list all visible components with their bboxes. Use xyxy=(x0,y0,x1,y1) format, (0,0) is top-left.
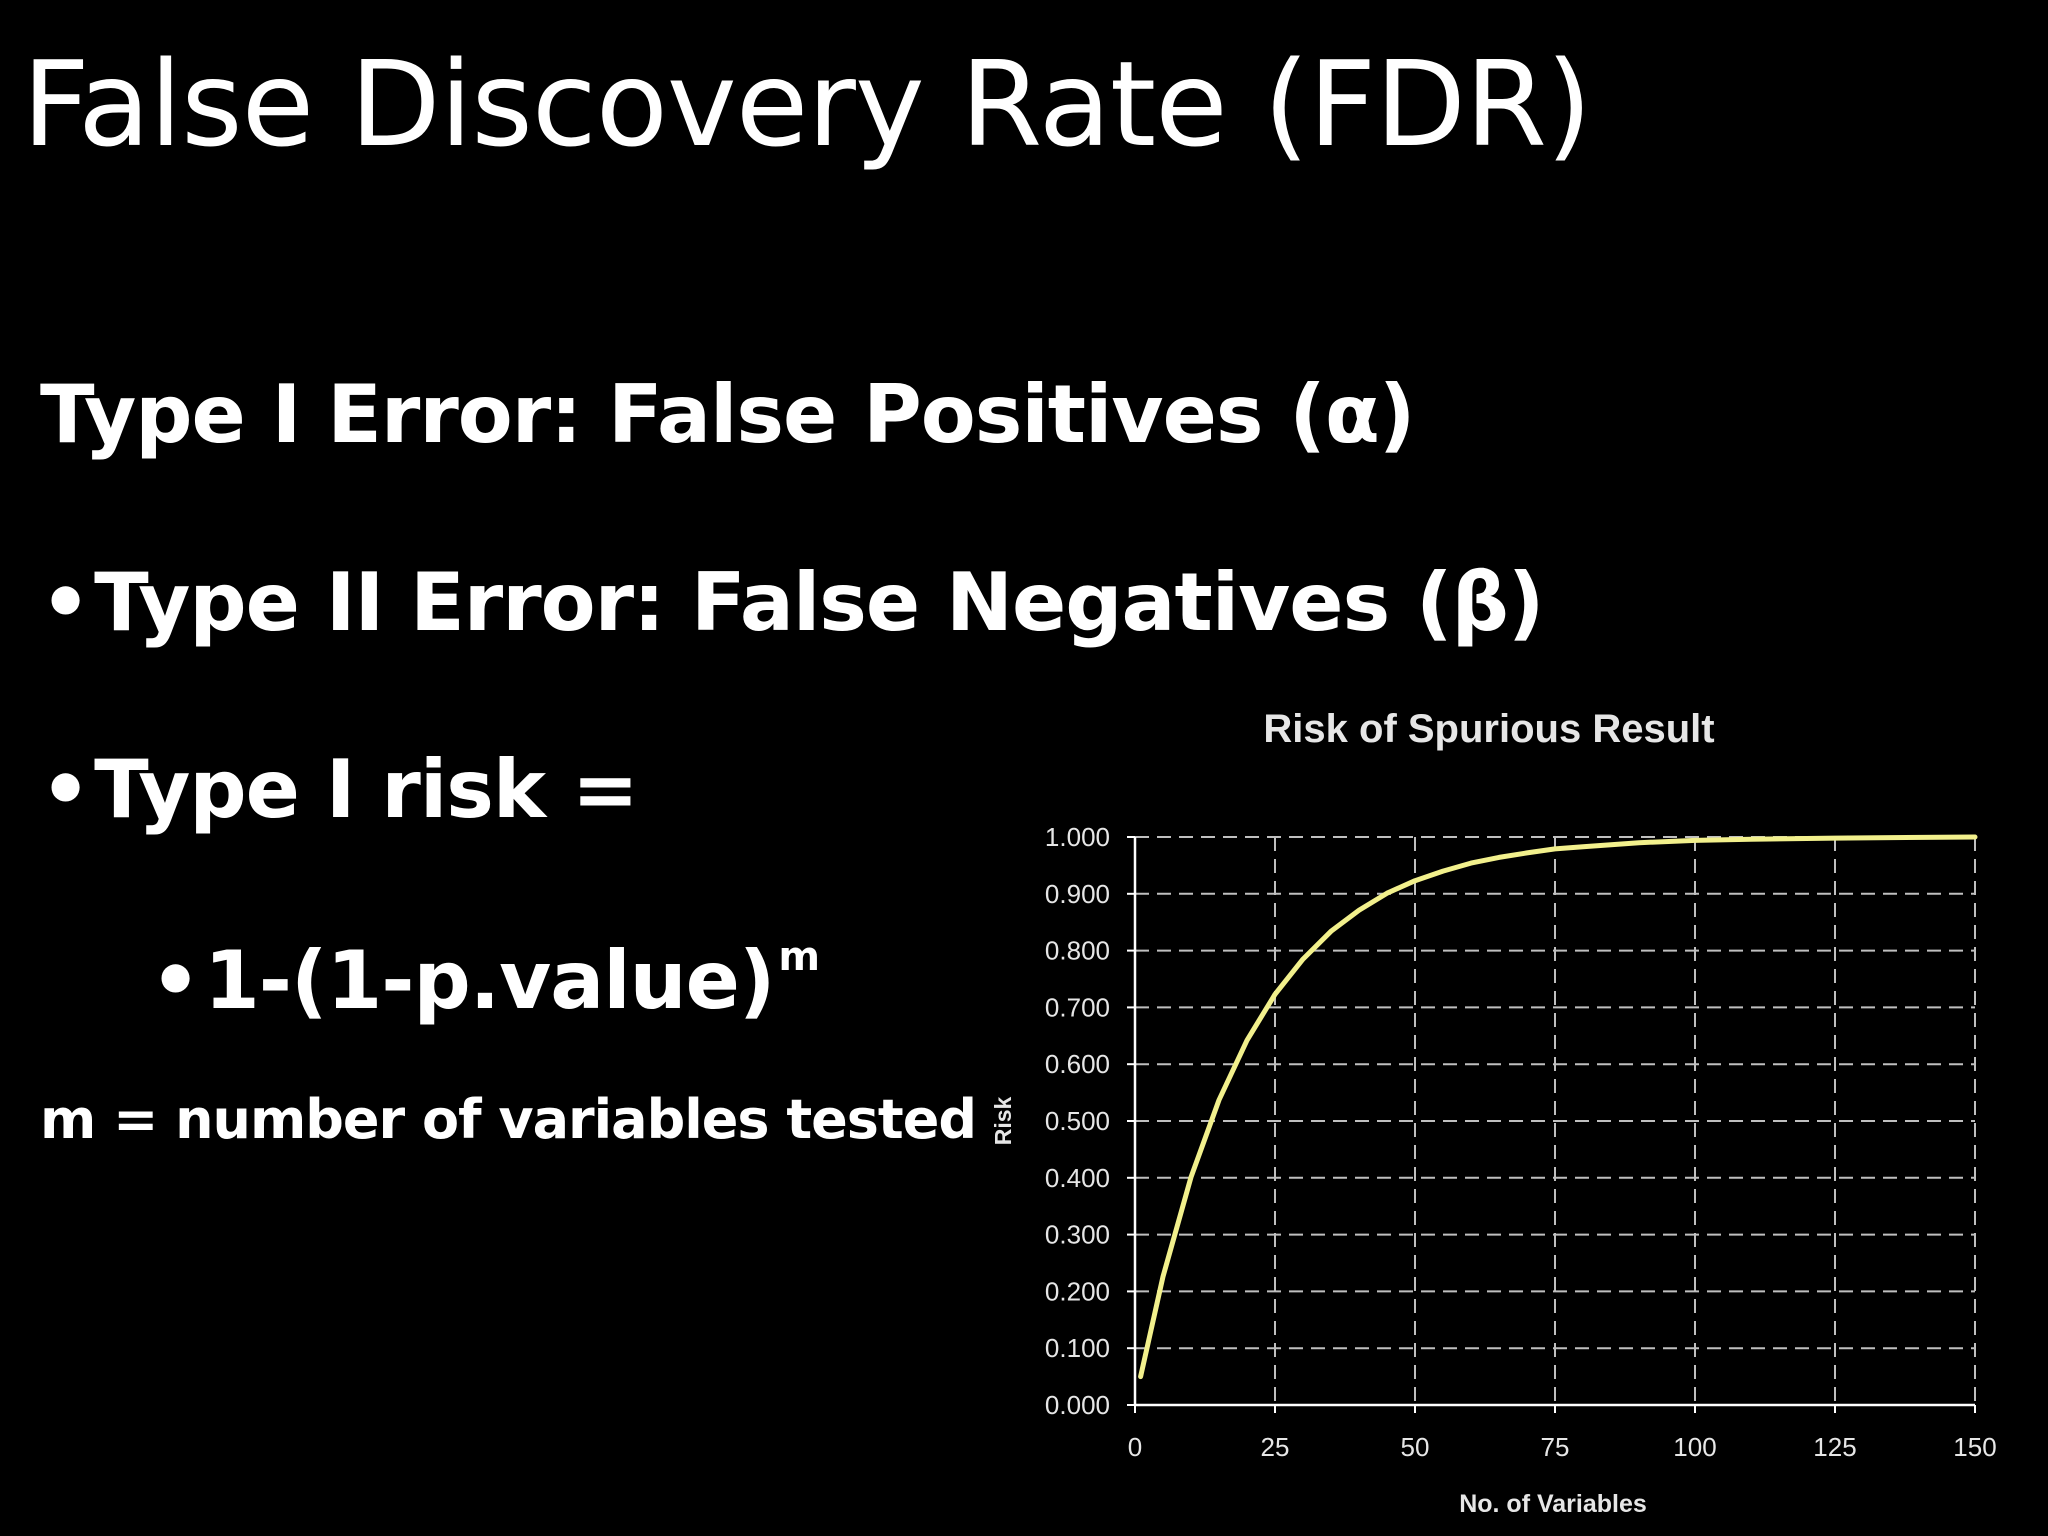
x-tick-label: 150 xyxy=(1953,1432,1996,1462)
y-tick-label: 0.200 xyxy=(1045,1276,1110,1306)
x-tick-label: 125 xyxy=(1813,1432,1856,1462)
bullet-dot: • xyxy=(40,556,91,649)
x-axis-label: No. of Variables xyxy=(1459,1490,1647,1518)
x-tick-label: 0 xyxy=(1128,1432,1142,1462)
type-ii-error-text: Type II Error: False Negatives (β) xyxy=(94,556,1544,649)
y-tick-label: 0.700 xyxy=(1045,992,1110,1022)
bullet-dot: • xyxy=(40,743,91,836)
risk-formula-exponent: m xyxy=(778,934,820,980)
chart-grid xyxy=(1135,836,1976,1405)
m-definition-line: m = number of variables tested xyxy=(40,1088,977,1151)
type-ii-error-line: •Type II Error: False Negatives (β) xyxy=(40,563,1544,643)
risk-formula-line: •1-(1-p.value) m xyxy=(150,934,820,1021)
type-i-risk-text: Type I risk = xyxy=(94,743,639,836)
x-tick-label: 75 xyxy=(1541,1432,1570,1462)
series-line-risk xyxy=(1138,834,1978,1380)
x-tick-label: 100 xyxy=(1673,1432,1716,1462)
y-axis-label: Risk xyxy=(990,1097,1016,1146)
x-tick-label: 25 xyxy=(1261,1432,1290,1462)
y-tick-label: 0.600 xyxy=(1045,1049,1110,1079)
slide-title: False Discovery Rate (FDR) xyxy=(22,35,1592,173)
x-tick-label: 50 xyxy=(1401,1432,1430,1462)
type-i-error-text: Type I Error: False Positives (α) xyxy=(40,368,1415,461)
y-tick-label: 0.800 xyxy=(1045,936,1110,966)
chart-ticks: 0.000 0.100 0.200 0.300 0.400 0.500 0.600 0.700… xyxy=(1045,822,1997,1462)
chart-title: Risk of Spurious Result xyxy=(1263,707,1714,751)
type-i-risk-line: •Type I risk = xyxy=(40,750,639,830)
y-tick-label: 0.400 xyxy=(1045,1163,1110,1193)
bullet-dot: • xyxy=(150,934,201,1027)
risk-formula-base: 1-(1-p.value) xyxy=(204,934,775,1027)
type-i-error-line: Type I Error: False Positives (α) xyxy=(40,375,1415,455)
y-tick-label: 0.500 xyxy=(1045,1106,1110,1136)
y-tick-label: 0.000 xyxy=(1045,1390,1110,1420)
y-tick-label: 1.000 xyxy=(1045,822,1110,852)
y-tick-label: 0.900 xyxy=(1045,879,1110,909)
y-tick-label: 0.100 xyxy=(1045,1333,1110,1363)
y-tick-label: 0.300 xyxy=(1045,1220,1110,1250)
